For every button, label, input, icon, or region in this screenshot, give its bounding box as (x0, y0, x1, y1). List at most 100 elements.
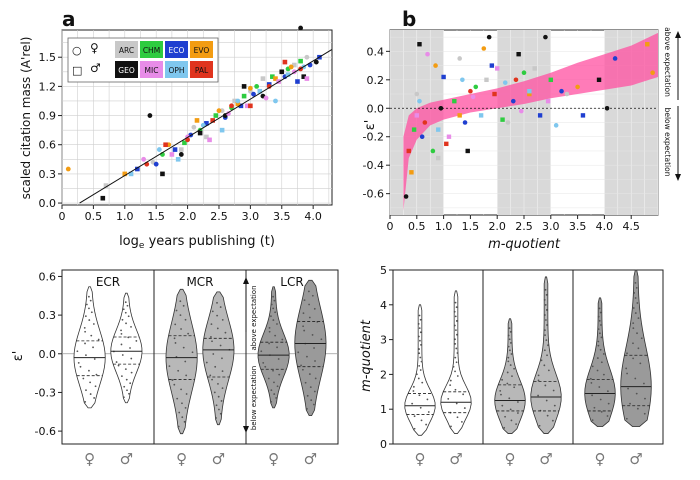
panel-c-violin-point (92, 323, 95, 325)
panel-c-violin-point (120, 375, 123, 378)
panel-d-violin-point (427, 411, 430, 413)
panel-d-violin-point (543, 298, 546, 301)
panel-a-point-evo (122, 171, 128, 177)
legend-swatch-eco (165, 41, 188, 58)
panel-d-violin-point (418, 364, 421, 367)
panel-a-y-ticks: 0.0 0.3 0.6 0.9 1.2 1.5 (39, 51, 62, 210)
panel-d-violin-point (547, 369, 550, 372)
panel-d-ytick-label: 2 (380, 368, 387, 381)
panel-b-point-arc (414, 91, 420, 97)
panel-c-violin-point (127, 315, 130, 318)
panel-b-point-geo (438, 105, 444, 111)
panel-a-point-geo (241, 84, 247, 89)
panel-c-group-label: MCR (186, 275, 213, 289)
panel-d-ytick-label: 1 (380, 403, 387, 416)
panel-d-violin-point (509, 364, 512, 366)
panel-b-ytick-label: -0.6 (363, 188, 384, 201)
panel-d-violin-point (456, 416, 459, 419)
panel-a-point-mic (263, 95, 269, 101)
panel-a-scatter: 0 0.5 1.0 1.5 2.0 2.5 3.0 3.5 4.0 0.0 0.3 0.6 0.9 1.… (19, 25, 333, 251)
panel-c-violin-point (185, 393, 188, 395)
panel-c-violin-point (297, 351, 300, 354)
panel-d-violin-point (453, 324, 456, 327)
panel-b-xtick-label: 4.5 (622, 220, 640, 233)
panel-d-frame (392, 269, 664, 445)
panel-b-ytick-label: -0.4 (363, 159, 384, 172)
panel-b-point-arc (457, 56, 462, 61)
panel-d-ytick-label: 4 (380, 299, 387, 312)
panel-a-ylabel: scaled citation mass (A'rel) (19, 37, 33, 200)
panel-c-violin-point (270, 303, 273, 306)
panel-c-violin-point (276, 346, 278, 349)
panel-b-point-eco (537, 113, 543, 118)
panel-c-violin-point (185, 374, 188, 377)
panel-b-point-geo (417, 42, 422, 47)
panel-a-point-evo (247, 85, 253, 91)
panel-a-point-geo (298, 25, 304, 31)
panel-c-violin-point (89, 299, 92, 302)
panel-c-violin-point (124, 368, 127, 371)
panel-d-violin-point (455, 361, 458, 364)
panel-b-xtick-label: 3.5 (569, 220, 587, 233)
panel-b-y-ticks: -0.6 -0.4 -0.2 0.0 0.2 0.4 (363, 45, 390, 201)
panel-d-violin-point (545, 319, 547, 321)
panel-c-violin-point (215, 404, 218, 407)
panel-d-violin-point (544, 329, 546, 331)
panel-c-violin-point (312, 403, 315, 406)
panel-a-point-oph (273, 98, 278, 104)
panel-a-point-chm (298, 58, 303, 64)
panel-c-violin-point (272, 369, 274, 372)
panel-b-point-evo (409, 170, 414, 175)
panel-b-ytick-label: 0.4 (367, 45, 385, 58)
panel-b-point-geo (596, 77, 602, 83)
legend-label-oph: OPH (168, 66, 184, 75)
panel-b-point-eco (559, 88, 564, 94)
panel-d-violin-point (635, 286, 638, 289)
panel-c-violin-point (267, 377, 270, 380)
panel-d-violin-point (598, 332, 601, 335)
panel-c-violin-point (85, 389, 87, 392)
panel-d-violin (620, 269, 652, 427)
panel-c-violin-point (125, 378, 128, 381)
panel-c-violin-point (307, 290, 310, 293)
panel-d-violin-point (418, 394, 421, 397)
panel-d-violin-point (455, 402, 458, 405)
panel-c-y-ticks: -0.6 -0.3 0.0 0.3 0.6 (35, 270, 62, 438)
panel-a-point-pal (266, 83, 272, 89)
panel-c-violin-point (224, 331, 227, 334)
panel-a-point-evo (216, 108, 222, 114)
panel-b-point-pal (422, 120, 428, 125)
panel-b-xtick-label: 1.0 (435, 220, 453, 233)
panel-c-violin-point (276, 385, 279, 388)
panel-b-ytick-label: 0.0 (367, 102, 385, 115)
panel-d-violin-point (425, 423, 428, 426)
panel-b-point-eco (441, 74, 446, 80)
panel-a-point-chm (213, 113, 219, 118)
panel-c-violins: -0.6 -0.3 0.0 0.3 0.6 ECR MCR LCR ♀ ♂ ♀ ♂ ♀ ♂ ε' ab… (11, 269, 339, 468)
panel-b-point-chm (430, 148, 436, 154)
panel-d-violin-point (500, 393, 502, 396)
panel-d-violin-point (547, 344, 549, 347)
panel-c-violin-point (308, 303, 310, 306)
panel-c-violin-point (302, 312, 305, 315)
panel-b-point-chm (548, 77, 553, 83)
panel-a-point-geo (160, 171, 165, 177)
panel-d-category-label: ♀ (595, 450, 606, 468)
panel-c-violin-point (273, 381, 275, 384)
panel-b-point-mic (495, 66, 500, 71)
panel-c-violin-point (121, 318, 124, 321)
panel-c-ytick-label: -0.3 (35, 386, 56, 399)
panel-a-point-geo (313, 59, 319, 65)
panel-b-point-eco (580, 113, 586, 118)
panel-d-violin-point (642, 382, 645, 385)
panel-d-violin-point (637, 347, 640, 350)
panel-b-point-pal (513, 77, 519, 83)
legend-swatch-oph (165, 61, 188, 78)
panel-d-violin-point (460, 420, 463, 423)
panel-a-point-arc (204, 134, 209, 140)
panel-c-violin-point (84, 330, 87, 333)
panel-a-point-geo (197, 130, 203, 136)
panel-a-ytick-label: 1.5 (39, 51, 57, 64)
panel-a-point-oph (257, 88, 263, 94)
